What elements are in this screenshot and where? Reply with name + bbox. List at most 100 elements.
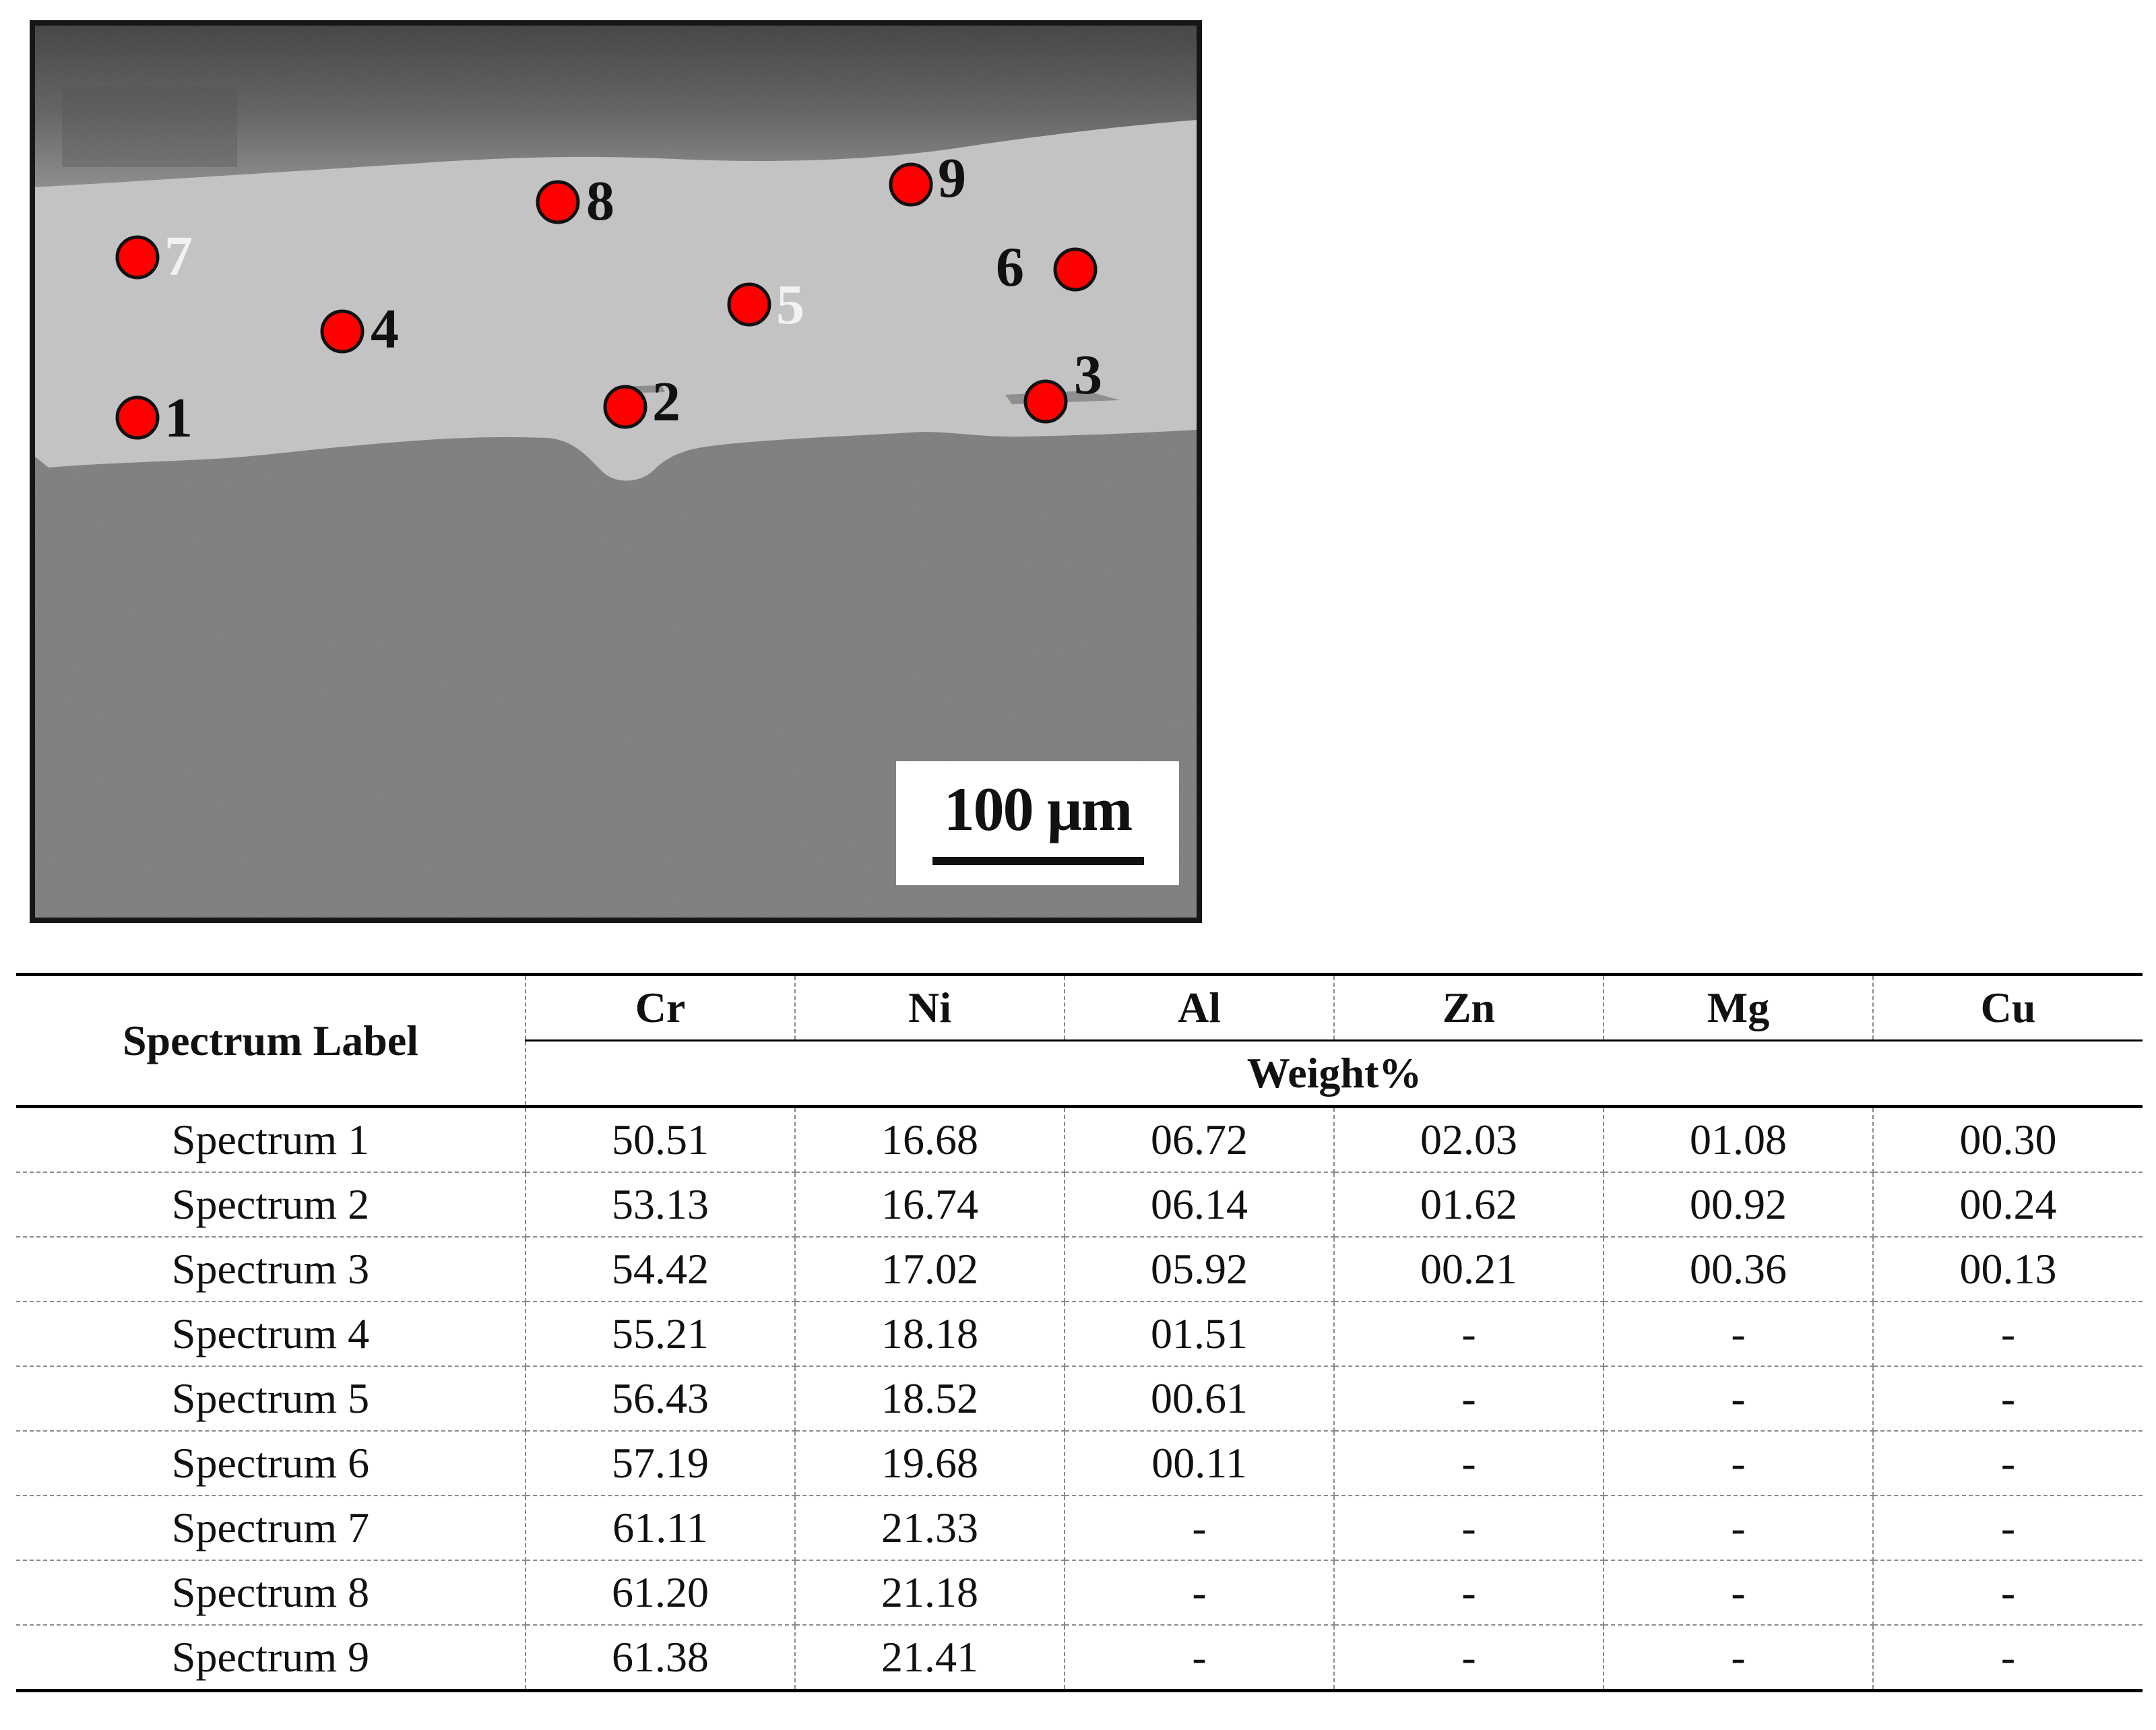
weight-value-cell: 57.19: [525, 1430, 796, 1496]
weight-value-cell: -: [1872, 1430, 2143, 1496]
table-header-elements: Spectrum Label Cr Ni Al Zn Mg Cu: [16, 973, 2143, 1108]
spectrum-label-cell: Spectrum 3: [16, 1236, 526, 1302]
spectrum-label-cell: Spectrum 8: [16, 1560, 526, 1626]
table-row: Spectrum 7 61.11 21.33- - - -: [16, 1495, 2143, 1561]
analysis-point-marker: [115, 235, 160, 280]
spectrum-label-cell: Spectrum 6: [16, 1430, 526, 1496]
weight-value-cell: 16.68: [794, 1105, 1065, 1173]
spectrum-label-cell: Spectrum 1: [16, 1105, 526, 1173]
table-row: Spectrum 3 54.42 17.02 05.92 00.21 00.36 00.13: [16, 1236, 2143, 1302]
spectrum-label-cell: Spectrum 2: [16, 1172, 526, 1238]
weight-value-cell: 18.18: [794, 1301, 1065, 1367]
table-row: Spectrum 5 56.43 18.52 00.61- - -: [16, 1366, 2143, 1432]
weight-value-cell: -: [1603, 1301, 1874, 1367]
weight-value-cell: 01.08: [1603, 1105, 1874, 1173]
analysis-points: 1 2 3 4 5 6 7 8 9: [115, 147, 1102, 449]
analysis-point-label: 2: [652, 371, 680, 433]
weight-percent-header: Weight%: [526, 1039, 2143, 1108]
analysis-point-marker: [889, 162, 933, 207]
weight-value-cell: -: [1333, 1495, 1604, 1561]
weight-value-cell: 06.14: [1064, 1172, 1335, 1238]
sem-micrograph: 1 2 3 4 5 6 7 8 9 100 µm: [30, 20, 1202, 923]
weight-value-cell: 05.92: [1064, 1236, 1335, 1302]
weight-value-cell: -: [1603, 1495, 1874, 1561]
table-row: Spectrum 8 61.20 21.18- - - -: [16, 1560, 2143, 1626]
eds-composition-table: Spectrum Label Cr Ni Al Zn Mg Cu Weight%…: [16, 973, 2143, 1692]
weight-value-cell: 01.62: [1333, 1172, 1604, 1238]
weight-value-cell: 56.43: [525, 1366, 796, 1432]
weight-value-cell: 16.74: [794, 1172, 1065, 1238]
scale-bar-line: [932, 857, 1144, 865]
element-header: Al: [1064, 973, 1335, 1042]
analysis-point-label: 5: [776, 274, 804, 336]
spectrum-label-cell: Spectrum 9: [16, 1624, 526, 1692]
weight-value-cell: 00.21: [1333, 1236, 1604, 1302]
table-row: Spectrum 4 55.21 18.18 01.51- - -: [16, 1301, 2143, 1367]
element-header: Mg: [1603, 973, 1874, 1042]
analysis-point-label: 1: [164, 387, 193, 449]
weight-value-cell: -: [1333, 1560, 1604, 1626]
table-row: Spectrum 1 50.51 16.68 06.72 02.03 01.08 00.30: [16, 1105, 2143, 1173]
weight-value-cell: 50.51: [525, 1105, 796, 1173]
weight-value-cell: -: [1064, 1624, 1335, 1692]
weight-value-cell: 00.30: [1872, 1105, 2143, 1173]
weight-value-cell: 00.92: [1603, 1172, 1874, 1238]
analysis-point-marker: [536, 180, 580, 224]
weight-value-cell: -: [1064, 1495, 1335, 1561]
weight-value-cell: 00.61: [1064, 1366, 1335, 1432]
spectrum-label-cell: Spectrum 5: [16, 1366, 526, 1432]
weight-value-cell: 54.42: [525, 1236, 796, 1302]
weight-value-cell: 21.18: [794, 1560, 1065, 1626]
analysis-point-label: 3: [1074, 344, 1102, 406]
weight-value-cell: 00.11: [1064, 1430, 1335, 1496]
element-header: Ni: [794, 973, 1065, 1042]
analysis-point-marker: [1023, 379, 1068, 424]
weight-value-cell: 61.38: [525, 1624, 796, 1692]
analysis-point-marker: [320, 309, 364, 354]
analysis-point-marker: [115, 395, 160, 440]
weight-value-cell: -: [1603, 1560, 1874, 1626]
weight-value-cell: 00.13: [1872, 1236, 2143, 1302]
weight-value-cell: 55.21: [525, 1301, 796, 1367]
weight-value-cell: -: [1333, 1301, 1604, 1367]
weight-value-cell: -: [1872, 1301, 2143, 1367]
spectrum-label-cell: Spectrum 4: [16, 1301, 526, 1367]
weight-value-cell: 00.36: [1603, 1236, 1874, 1302]
weight-value-cell: -: [1872, 1624, 2143, 1692]
weight-value-cell: -: [1872, 1560, 2143, 1626]
weight-value-cell: 61.11: [525, 1495, 796, 1561]
weight-value-cell: 02.03: [1333, 1105, 1604, 1173]
table-row: Spectrum 9 61.38 21.41- - - -: [16, 1624, 2143, 1692]
weight-value-cell: -: [1333, 1624, 1604, 1692]
weight-value-cell: 53.13: [525, 1172, 796, 1238]
analysis-point-label: 9: [938, 147, 966, 210]
weight-value-cell: 21.33: [794, 1495, 1065, 1561]
element-header: Cu: [1872, 973, 2143, 1042]
element-header: Cr: [525, 973, 796, 1042]
spectrum-label-cell: Spectrum 7: [16, 1495, 526, 1561]
element-header: Zn: [1333, 973, 1604, 1042]
analysis-point-label: 4: [371, 298, 399, 360]
weight-value-cell: -: [1064, 1560, 1335, 1626]
weight-value-cell: -: [1333, 1430, 1604, 1496]
scale-bar: 100 µm: [896, 761, 1179, 885]
table-body: Spectrum 1 50.51 16.68 06.72 02.03 01.08 00.30…: [16, 1105, 2143, 1692]
weight-value-cell: 00.24: [1872, 1172, 2143, 1238]
table-row: Spectrum 2 53.13 16.74 06.14 01.62 00.92 00.24: [16, 1172, 2143, 1238]
weight-value-cell: 01.51: [1064, 1301, 1335, 1367]
table-row: Spectrum 6 57.19 19.68 00.11- - -: [16, 1430, 2143, 1496]
analysis-point-marker: [727, 282, 771, 327]
analysis-point-label: 6: [996, 236, 1024, 298]
weight-value-cell: 06.72: [1064, 1105, 1335, 1173]
weight-value-cell: -: [1333, 1366, 1604, 1432]
scale-bar-label: 100 µm: [943, 775, 1133, 843]
weight-value-cell: -: [1603, 1430, 1874, 1496]
spectrum-label-header: Spectrum Label: [16, 973, 526, 1108]
weight-value-cell: -: [1603, 1366, 1874, 1432]
table-header-unit: Weight%: [16, 1039, 2143, 1108]
weight-value-cell: 18.52: [794, 1366, 1065, 1432]
micrograph-image: 1 2 3 4 5 6 7 8 9: [35, 26, 1197, 918]
weight-value-cell: -: [1872, 1366, 2143, 1432]
analysis-point-label: 7: [164, 225, 193, 288]
weight-value-cell: 19.68: [794, 1430, 1065, 1496]
